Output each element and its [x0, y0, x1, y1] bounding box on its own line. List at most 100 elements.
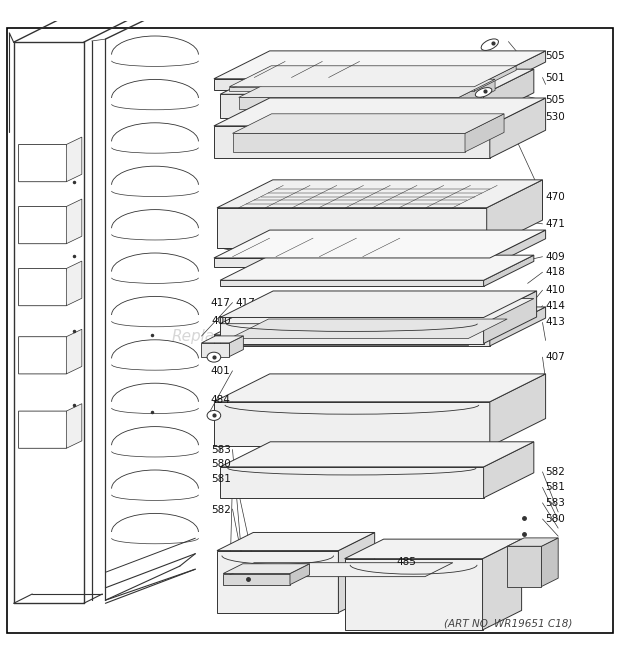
Polygon shape	[66, 329, 82, 374]
Polygon shape	[217, 533, 374, 551]
Polygon shape	[220, 317, 484, 344]
Text: ReplacementParts.com: ReplacementParts.com	[172, 329, 349, 344]
Polygon shape	[465, 114, 504, 152]
Text: 410: 410	[546, 285, 565, 295]
Polygon shape	[223, 564, 309, 574]
Text: 417: 417	[236, 297, 255, 307]
Polygon shape	[484, 69, 534, 118]
Polygon shape	[214, 335, 490, 346]
Polygon shape	[229, 338, 468, 345]
Polygon shape	[220, 95, 484, 118]
Polygon shape	[220, 255, 534, 280]
Text: 580: 580	[546, 514, 565, 524]
Text: 581: 581	[546, 483, 565, 492]
Ellipse shape	[207, 352, 221, 362]
Polygon shape	[217, 180, 542, 208]
Text: 417: 417	[211, 297, 231, 307]
Polygon shape	[459, 79, 495, 108]
Text: 409: 409	[546, 252, 565, 262]
Polygon shape	[214, 374, 546, 402]
Text: 582: 582	[211, 505, 231, 516]
Polygon shape	[220, 442, 534, 467]
Polygon shape	[226, 563, 453, 576]
Polygon shape	[214, 98, 546, 126]
Polygon shape	[232, 114, 504, 134]
Text: 470: 470	[546, 192, 565, 202]
Polygon shape	[214, 307, 546, 335]
Text: 485: 485	[397, 557, 417, 566]
Polygon shape	[339, 533, 374, 613]
Polygon shape	[490, 51, 546, 90]
Text: 471: 471	[546, 219, 565, 229]
Polygon shape	[223, 574, 290, 585]
Polygon shape	[484, 442, 534, 498]
Polygon shape	[202, 343, 229, 356]
Polygon shape	[290, 564, 309, 585]
Text: 418: 418	[546, 267, 565, 277]
Polygon shape	[425, 563, 453, 586]
Polygon shape	[217, 208, 487, 248]
Polygon shape	[474, 66, 516, 91]
Polygon shape	[484, 299, 534, 329]
Polygon shape	[229, 336, 243, 356]
Text: 581: 581	[211, 475, 231, 485]
Text: 530: 530	[546, 112, 565, 122]
Polygon shape	[229, 319, 507, 338]
Polygon shape	[66, 137, 82, 182]
Ellipse shape	[207, 410, 221, 420]
Polygon shape	[490, 374, 546, 446]
Polygon shape	[220, 280, 484, 286]
Polygon shape	[487, 180, 542, 248]
Polygon shape	[220, 69, 534, 95]
Polygon shape	[490, 307, 546, 346]
Polygon shape	[220, 324, 484, 329]
Polygon shape	[220, 299, 534, 324]
Polygon shape	[19, 206, 71, 244]
Polygon shape	[214, 126, 490, 158]
Polygon shape	[345, 539, 521, 559]
Polygon shape	[229, 66, 516, 87]
Polygon shape	[239, 79, 495, 97]
Text: 505: 505	[546, 95, 565, 105]
Text: 414: 414	[546, 301, 565, 311]
Text: (ART NO. WR19651 C18): (ART NO. WR19651 C18)	[444, 618, 573, 628]
Polygon shape	[220, 291, 537, 317]
Polygon shape	[490, 230, 546, 266]
Polygon shape	[232, 134, 465, 152]
Text: 401: 401	[211, 366, 231, 376]
Polygon shape	[214, 79, 490, 90]
Polygon shape	[468, 319, 507, 345]
Polygon shape	[482, 539, 521, 630]
Text: 400: 400	[211, 315, 231, 326]
Polygon shape	[345, 559, 482, 630]
Text: 505: 505	[546, 52, 565, 61]
Text: 582: 582	[546, 467, 565, 477]
Polygon shape	[214, 230, 546, 258]
Polygon shape	[226, 576, 425, 586]
Polygon shape	[214, 258, 490, 266]
Polygon shape	[66, 261, 82, 305]
Polygon shape	[66, 404, 82, 448]
Polygon shape	[19, 268, 71, 305]
Text: 413: 413	[546, 317, 565, 327]
Polygon shape	[239, 97, 459, 108]
Polygon shape	[66, 199, 82, 244]
Polygon shape	[202, 336, 243, 343]
Polygon shape	[19, 145, 71, 182]
Text: 583: 583	[211, 445, 231, 455]
Polygon shape	[484, 255, 534, 286]
Polygon shape	[19, 336, 71, 374]
Text: 407: 407	[546, 352, 565, 362]
Polygon shape	[484, 291, 537, 344]
Polygon shape	[507, 538, 558, 546]
Text: 501: 501	[546, 73, 565, 83]
Polygon shape	[220, 467, 484, 498]
Text: 580: 580	[211, 459, 231, 469]
Polygon shape	[214, 51, 546, 79]
Ellipse shape	[481, 39, 498, 50]
Polygon shape	[490, 98, 546, 158]
Polygon shape	[217, 551, 339, 613]
Text: 484: 484	[211, 395, 231, 405]
Polygon shape	[214, 402, 490, 446]
Polygon shape	[507, 546, 541, 586]
